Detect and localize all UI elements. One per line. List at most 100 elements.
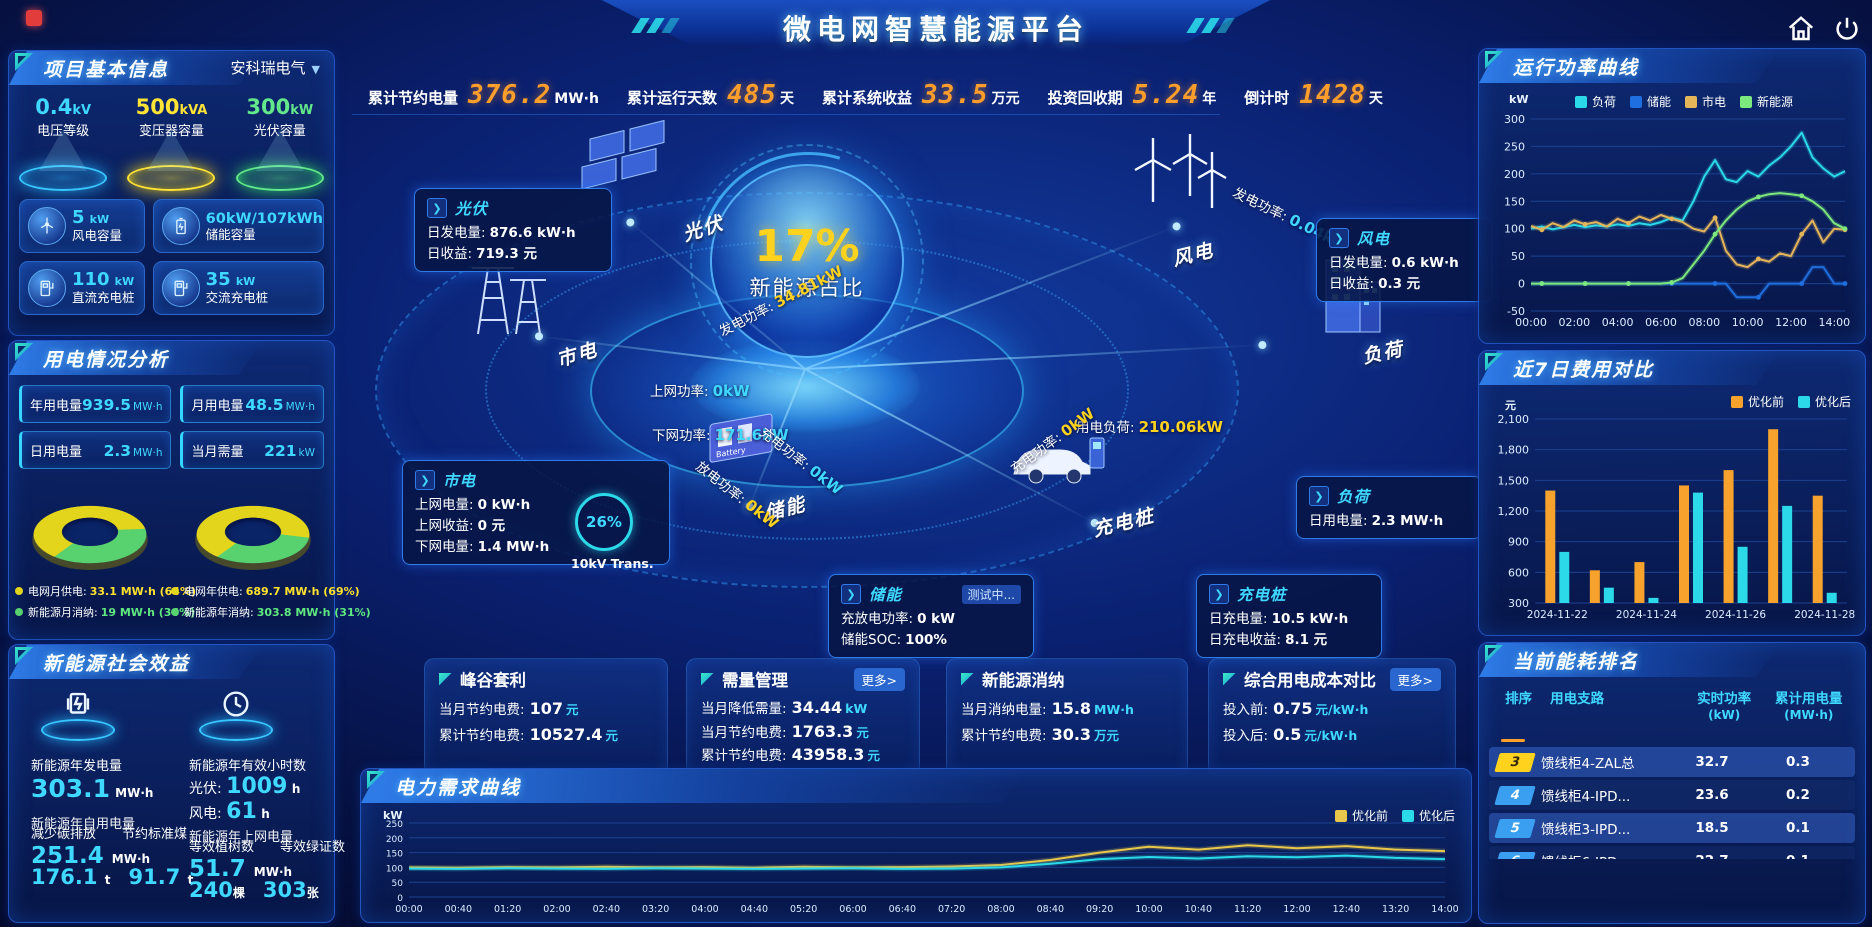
dc-charger-card: 110 kW 直流充电桩 (19, 261, 145, 315)
arrow-icon: ❯ (1209, 584, 1229, 604)
svg-text:2024-11-28: 2024-11-28 (1794, 609, 1855, 621)
donut-hole (60, 517, 121, 547)
panel-title: 运行功率曲线 (1513, 57, 1640, 79)
card-corner-icon (961, 672, 974, 686)
svg-text:00:40: 00:40 (445, 904, 472, 915)
legend-item[interactable]: 新能源 (1740, 93, 1793, 110)
solar-panels-icon (578, 119, 665, 210)
ranking-rows: 3 馈线柜4-ZAL总 32.7 0.3 4 馈线柜4-IPD... 23.6 … (1489, 747, 1855, 859)
demand-legend[interactable]: 优化前 优化后 (1334, 807, 1455, 824)
wind-capacity-card: 5 kW 风电容量 (19, 199, 145, 253)
svg-text:200: 200 (386, 835, 403, 845)
legend-swatch (1685, 95, 1698, 108)
wind-farm-icon (1128, 130, 1228, 220)
table-row: 5 馈线柜3-IPD... 18.5 0.1 (1489, 813, 1855, 843)
arrow-icon: ❯ (1329, 228, 1349, 248)
cost-chart: 2,100 1,800 1,500 1,200 900 600 300 2024-11-22 2… (1485, 411, 1857, 625)
home-icon[interactable] (1786, 14, 1816, 44)
svg-text:600: 600 (1508, 566, 1529, 579)
transformer-load: 26% 10kV Trans. (571, 493, 654, 571)
year-usage: 年用电量 939.5 MW·h (19, 385, 172, 423)
legend-item[interactable]: 储能 (1630, 93, 1671, 110)
svg-text:08:00: 08:00 (1688, 316, 1720, 329)
year-donut-legend[interactable]: 电网年供电: 689.7 MW·h (69%) 新能源年消纳: 303.8 MW·h… (171, 583, 371, 625)
wind-info-panel: ❯ 风电 日发电量: 0.6 kW·h 日收益: 0.3 元 (1316, 218, 1492, 302)
donut (188, 505, 317, 564)
month-donut-legend[interactable]: 电网月供电: 33.1 MW·h (64%) 新能源月消纳: 19 MW·h (36… (15, 583, 196, 625)
legend-item[interactable]: 优化前 (1334, 807, 1388, 824)
table-row: 6 馈线柜6-IPD 22.7 0.1 (1489, 846, 1855, 859)
legend-dot (171, 608, 179, 616)
battery-storage-icon: Battery (702, 408, 788, 482)
effective-hours-block: 新能源年有效小时数 光伏: 1009 h 风电: 61 h 新能源年上网电量 等… (189, 685, 345, 902)
legend-item[interactable]: 优化后 (1797, 393, 1851, 410)
run-power-legend[interactable]: 负荷 储能 市电 新能源 (1575, 93, 1793, 110)
svg-text:04:40: 04:40 (741, 904, 768, 915)
panel-header (1479, 49, 1780, 83)
run-power-chart: 300 250 200 150 100 50 0 -50 00:00 02:00 04:00 06:0… (1485, 111, 1857, 333)
y-axis-unit: kW (383, 809, 403, 822)
cost-compare-card: 综合用电成本对比 更多> 投入前: 0.75 元/kW·h 投入后: 0.5 元/kW·h (1208, 658, 1456, 776)
cost-legend[interactable]: 优化前 优化后 (1730, 393, 1851, 410)
arrow-icon: ❯ (841, 584, 861, 604)
logo-icon (26, 10, 42, 26)
kpi-run-days: 累计运行天数 485 天 (626, 80, 794, 110)
legend-swatch (1730, 395, 1743, 408)
kpi-revenue: 累计系统收益 33.5 万元 (821, 80, 1020, 110)
status-badge: 测试中... (961, 584, 1021, 604)
kpi-bar: 累计节约电量 376.2 MW·h 累计运行天数 485 天 累计系统收益 33… (352, 76, 1383, 115)
svg-text:00:00: 00:00 (395, 904, 422, 915)
month-donut-chart (20, 469, 160, 564)
panel-header (9, 341, 263, 375)
wind-turbine-icon (28, 207, 66, 245)
svg-text:300: 300 (1504, 113, 1525, 126)
capacity-gauges: 0.4kV 电压等级 500kVA 变压器容量 300kW 光伏容量 (9, 95, 334, 191)
svg-text:10:40: 10:40 (1185, 904, 1212, 915)
more-button[interactable]: 更多> (1389, 667, 1441, 691)
table-row: 4 馈线柜4-IPD... 23.6 0.2 (1489, 780, 1855, 810)
donut-hole (222, 517, 283, 547)
legend-swatch (1740, 95, 1753, 108)
more-button[interactable]: 更多> (853, 667, 905, 691)
legend-item[interactable]: 市电 (1685, 93, 1726, 110)
svg-text:2024-11-26: 2024-11-26 (1705, 609, 1766, 621)
panel-header (1479, 351, 1780, 385)
svg-text:2024-11-22: 2024-11-22 (1527, 609, 1588, 621)
sphere-arc (690, 144, 924, 378)
kpi-saved-energy: 累计节约电量 376.2 MW·h (368, 80, 599, 110)
microgrid-topology: 17% 新能源占比 Battery 光伏 风电 市电 负荷 储能 充电桩 发电功… (350, 112, 1492, 662)
social-benefit-panel: 新能源社会效益 新能源年发电量 303.1 MW·h 新能源年自用电量 减少碳排… (8, 644, 345, 923)
company-select[interactable]: 安科瑞电气 ▼ (230, 59, 320, 77)
svg-text:13:20: 13:20 (1382, 904, 1409, 915)
legend-item[interactable]: 优化前 (1730, 393, 1784, 410)
svg-text:12:00: 12:00 (1775, 316, 1807, 329)
svg-text:100: 100 (1504, 223, 1525, 236)
panel-title: 当前能耗排名 (1513, 651, 1640, 673)
gauge-stage (235, 165, 324, 191)
panel-title: 新能源社会效益 (43, 653, 191, 675)
transformer-gauge: 500kVA 变压器容量 (121, 95, 221, 191)
voltage-gauge: 0.4kV 电压等级 (13, 95, 113, 191)
svg-text:11:20: 11:20 (1234, 904, 1261, 915)
clock-icon (199, 691, 273, 741)
legend-item[interactable]: 优化后 (1401, 807, 1455, 824)
svg-text:-50: -50 (1507, 305, 1525, 318)
svg-text:04:00: 04:00 (1602, 316, 1634, 329)
legend-swatch (1401, 809, 1414, 822)
donut-legends: 电网月供电: 33.1 MW·h (64%) 新能源月消纳: 19 MW·h (36… (15, 583, 371, 625)
annual-generation-block: 新能源年发电量 303.1 MW·h 新能源年自用电量 减少碳排放 节约标准煤 2… (31, 685, 193, 899)
svg-text:2,100: 2,100 (1498, 413, 1530, 426)
page-title: 微电网智慧能源平台 (782, 13, 1090, 46)
svg-text:08:40: 08:40 (1037, 904, 1064, 915)
power-icon[interactable] (1832, 14, 1862, 44)
legend-dot (15, 587, 23, 595)
svg-text:100: 100 (386, 864, 403, 874)
run-power-panel: 运行功率曲线 kW 负荷 储能 市电 新能源 300 250 200 150 100 50 0 -5… (1478, 48, 1866, 344)
legend-swatch (1334, 809, 1347, 822)
svg-text:02:00: 02:00 (1558, 316, 1590, 329)
panel-title: 用电情况分析 (43, 349, 170, 371)
svg-text:06:00: 06:00 (839, 904, 866, 915)
panel-title: 项目基本信息 (43, 59, 170, 81)
svg-text:04:00: 04:00 (691, 904, 718, 915)
legend-item[interactable]: 负荷 (1575, 93, 1616, 110)
